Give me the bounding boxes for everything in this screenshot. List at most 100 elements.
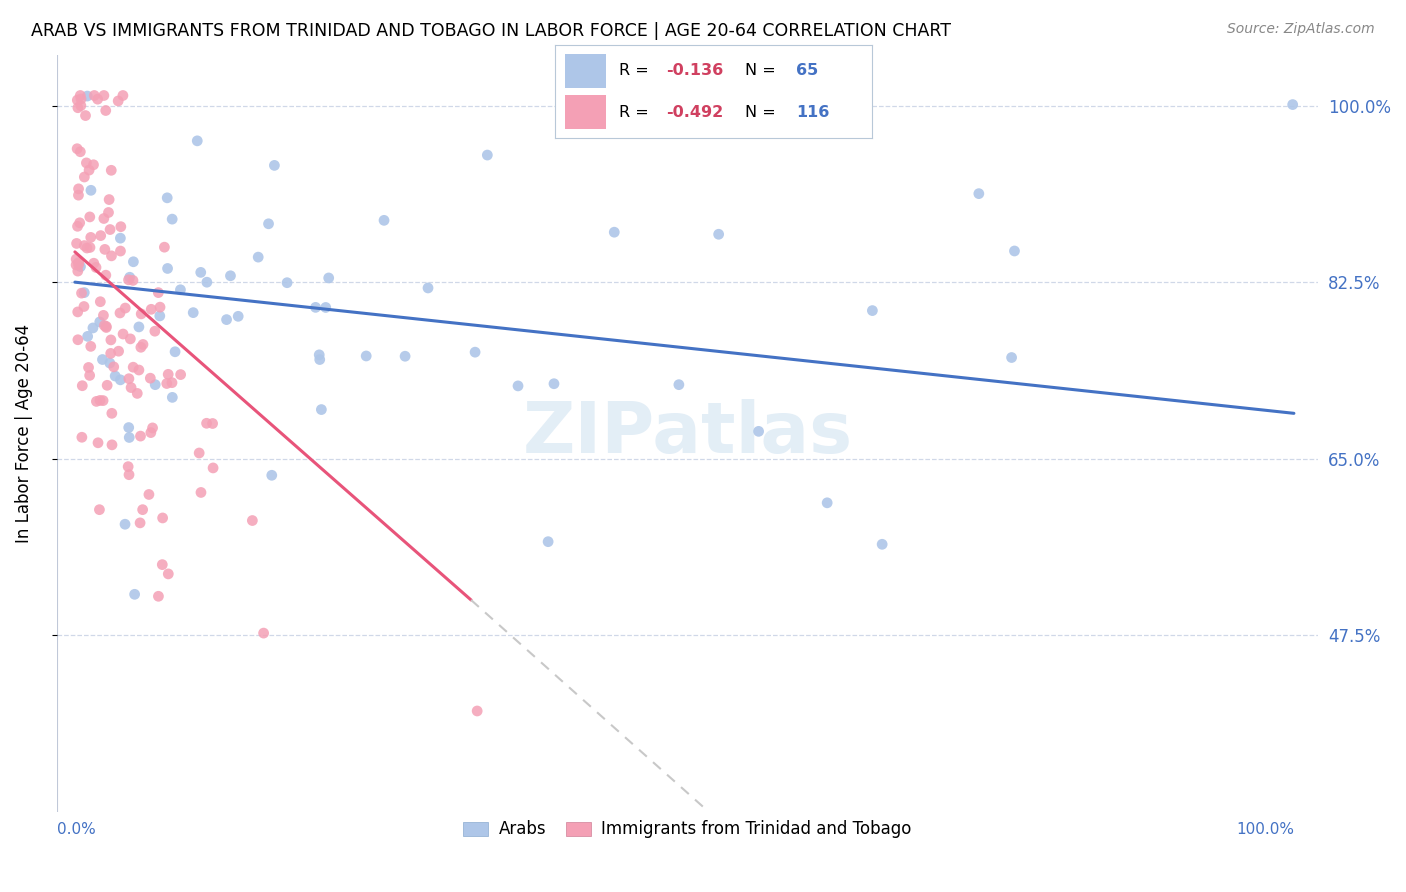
Point (94, 103, 117, 118)
Point (148, 285, 170, 300)
Point (107, 94, 129, 108)
Point (139, 425, 162, 440)
Point (91, 352, 114, 367)
Point (66, 264, 89, 278)
Point (83, 88, 105, 103)
Point (603, 225, 626, 239)
Point (149, 300, 172, 314)
Point (118, 372, 141, 386)
Point (543, 376, 565, 391)
Point (114, 301, 136, 315)
Point (108, 306, 131, 320)
Point (131, 502, 153, 516)
Point (110, 219, 132, 234)
Point (860, 303, 883, 318)
Point (93, 88, 115, 103)
Point (169, 283, 191, 297)
Point (1281, 97, 1303, 112)
Point (73, 169, 96, 184)
Point (967, 186, 990, 201)
Point (76, 89, 98, 103)
Point (152, 511, 174, 525)
Point (215, 312, 238, 326)
Point (66, 219, 89, 234)
Point (89, 393, 111, 408)
Point (122, 273, 145, 287)
Point (94, 243, 117, 257)
Point (122, 254, 145, 268)
Point (70, 92, 93, 106)
Point (139, 371, 162, 385)
Point (107, 344, 129, 359)
Point (153, 240, 176, 254)
Point (156, 191, 179, 205)
Point (477, 148, 499, 162)
Point (98, 222, 121, 236)
Point (67, 188, 90, 202)
Point (66, 93, 89, 107)
Point (103, 359, 125, 374)
Point (76, 329, 98, 343)
Point (160, 376, 183, 390)
Point (101, 406, 124, 420)
Text: ZIPatlas: ZIPatlas (523, 399, 852, 468)
Point (537, 534, 560, 549)
Point (373, 213, 395, 227)
Point (318, 271, 340, 285)
Point (195, 417, 218, 431)
Point (276, 276, 298, 290)
Text: 65: 65 (796, 63, 818, 78)
Point (124, 587, 146, 601)
Point (311, 402, 333, 417)
Point (66, 142, 89, 156)
Point (165, 344, 187, 359)
Point (117, 459, 139, 474)
Point (82, 158, 104, 172)
Text: ARAB VS IMMIGRANTS FROM TRINIDAD AND TOBAGO IN LABOR FORCE | AGE 20-64 CORRELATI: ARAB VS IMMIGRANTS FROM TRINIDAD AND TOB… (31, 22, 950, 40)
Point (66, 101, 89, 115)
Point (101, 438, 124, 452)
Point (66, 305, 89, 319)
Point (110, 244, 132, 258)
Point (260, 468, 283, 483)
Y-axis label: In Labor Force | Age 20-64: In Labor Force | Age 20-64 (15, 324, 32, 543)
Point (129, 307, 152, 321)
Point (150, 558, 173, 572)
Point (90, 228, 112, 243)
Point (110, 373, 132, 387)
Point (94, 268, 117, 283)
Point (70, 430, 93, 444)
Point (138, 487, 160, 501)
Point (75, 156, 97, 170)
Point (67, 182, 90, 196)
Point (190, 265, 212, 279)
Point (506, 379, 529, 393)
Point (98, 356, 121, 370)
Point (87, 435, 110, 450)
Point (308, 348, 330, 362)
Point (67, 258, 90, 272)
Point (263, 158, 285, 172)
Point (190, 485, 212, 500)
Text: 0.0%: 0.0% (56, 822, 96, 837)
Point (83, 256, 105, 270)
Point (80, 339, 103, 353)
Point (77, 163, 100, 178)
Point (668, 377, 690, 392)
Point (162, 390, 184, 404)
Point (188, 446, 211, 460)
Point (118, 467, 141, 482)
Legend: Arabs, Immigrants from Trinidad and Tobago: Arabs, Immigrants from Trinidad and Toba… (457, 814, 918, 845)
Point (79, 210, 101, 224)
Point (100, 163, 122, 178)
Point (65, 252, 87, 267)
Point (76, 241, 98, 255)
Text: R =: R = (619, 63, 654, 78)
Point (98, 193, 121, 207)
Point (79, 240, 101, 254)
Point (112, 326, 135, 341)
Point (97, 205, 120, 219)
Point (129, 429, 152, 443)
Point (80, 230, 103, 244)
Text: R =: R = (619, 104, 654, 120)
